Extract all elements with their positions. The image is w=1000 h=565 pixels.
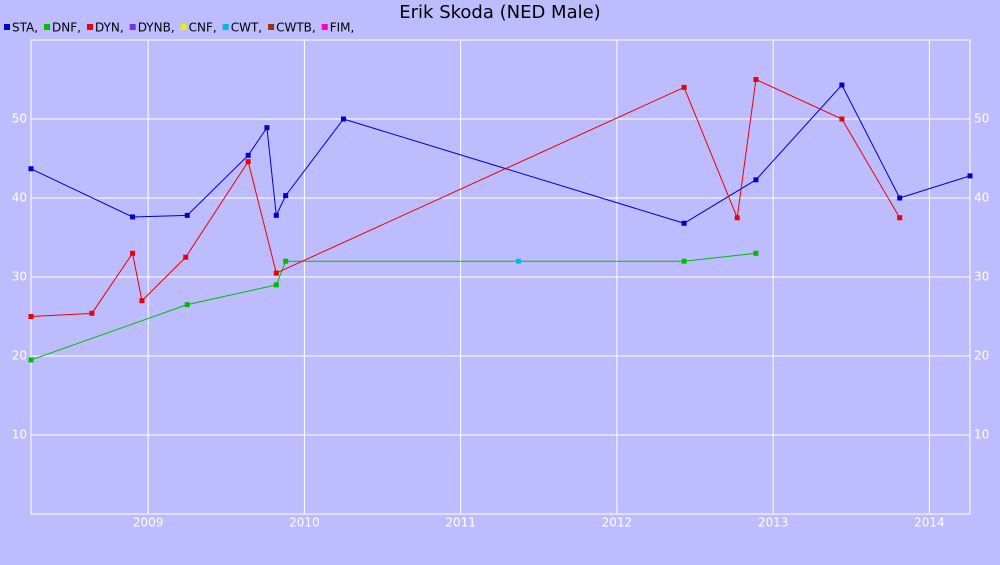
point <box>184 302 190 308</box>
y-tick-label-right: 20 <box>974 349 989 363</box>
x-tick-label: 2010 <box>289 516 320 530</box>
y-tick-label-right: 40 <box>974 191 989 205</box>
x-tick-label: 2009 <box>133 516 164 530</box>
series-line <box>30 78 901 317</box>
point <box>681 258 687 264</box>
legend-swatch <box>268 24 275 30</box>
legend-label: DNF, <box>52 21 81 35</box>
legend-label: CNF, <box>189 21 217 35</box>
point <box>28 357 34 363</box>
point <box>273 212 279 218</box>
legend-label: DYNB, <box>138 21 175 35</box>
legend-swatch <box>44 24 51 30</box>
point <box>515 258 521 264</box>
point <box>273 270 279 276</box>
legend-swatch <box>222 24 229 30</box>
point <box>130 214 136 220</box>
legend-swatch <box>4 24 10 30</box>
legend-label: DYN, <box>95 21 124 35</box>
chart-title: Erik Skoda (NED Male) <box>399 2 600 23</box>
point <box>839 82 845 88</box>
y-tick-label: 20 <box>12 349 27 363</box>
point <box>184 212 190 218</box>
point <box>264 125 270 131</box>
point <box>340 116 346 122</box>
legend-swatch <box>86 24 93 30</box>
legend-swatch <box>321 24 328 30</box>
y-tick-label-right: 50 <box>974 112 989 126</box>
point <box>967 173 973 179</box>
y-tick-label: 10 <box>12 428 27 442</box>
point <box>183 254 189 260</box>
legend-label: FIM, <box>330 21 355 35</box>
x-tick-label: 2012 <box>602 516 633 530</box>
point <box>734 215 740 221</box>
legend-label: CWT, <box>231 21 262 35</box>
point <box>897 215 903 221</box>
point <box>839 116 845 122</box>
point <box>130 250 136 256</box>
point <box>28 166 34 172</box>
y-tick-label-right: 10 <box>974 428 989 442</box>
y-tick-label: 40 <box>12 191 27 205</box>
point <box>283 258 289 264</box>
point <box>897 195 903 201</box>
point <box>681 220 687 226</box>
point <box>139 298 145 304</box>
point <box>283 193 289 199</box>
y-tick-label-right: 30 <box>974 270 989 284</box>
x-tick-label: 2011 <box>445 516 476 530</box>
point <box>245 152 251 158</box>
legend-label: STA, <box>12 21 38 35</box>
point <box>753 250 759 256</box>
point <box>753 77 759 82</box>
point <box>273 282 279 288</box>
legend-swatch <box>180 24 187 30</box>
point <box>28 314 34 319</box>
series-line <box>30 252 757 361</box>
point <box>89 310 95 316</box>
y-tick-label: 30 <box>12 270 27 284</box>
x-tick-label: 2014 <box>914 516 945 530</box>
y-tick-label: 50 <box>12 112 27 126</box>
legend-label: CWTB, <box>276 21 316 35</box>
point <box>681 84 687 90</box>
point <box>753 177 759 183</box>
legend-swatch <box>129 24 136 30</box>
x-tick-label: 2013 <box>758 516 789 530</box>
point <box>245 159 251 165</box>
